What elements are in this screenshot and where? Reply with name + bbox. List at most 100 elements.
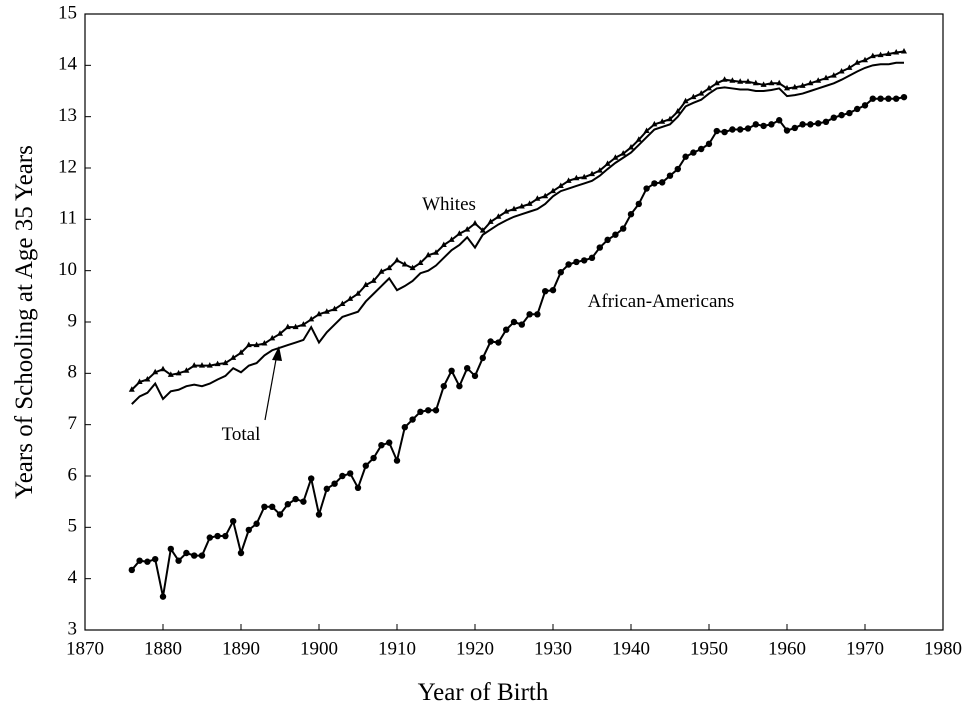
data-point	[830, 114, 837, 121]
data-point	[448, 367, 455, 374]
x-tick-label: 1970	[846, 638, 884, 659]
data-point	[612, 154, 619, 160]
data-point	[487, 338, 494, 345]
data-point	[534, 311, 541, 318]
data-point	[152, 368, 159, 375]
data-point	[370, 277, 377, 283]
arrow-head	[272, 346, 282, 361]
y-tick-label: 5	[68, 516, 78, 537]
data-point	[495, 213, 502, 219]
data-point	[393, 457, 401, 464]
data-point	[175, 369, 182, 376]
y-tick-label: 4	[68, 567, 78, 588]
x-tick-label: 1930	[534, 638, 572, 659]
data-point	[440, 382, 447, 390]
data-point	[433, 249, 439, 255]
data-point	[230, 354, 237, 360]
data-point	[893, 95, 900, 102]
x-tick-label: 1900	[300, 638, 338, 659]
data-point	[308, 315, 315, 322]
data-point	[417, 259, 424, 265]
x-tick-label: 1910	[378, 638, 416, 659]
data-point	[230, 517, 237, 525]
data-point	[510, 318, 518, 326]
data-point	[518, 203, 525, 209]
data-point	[425, 251, 432, 258]
data-point	[284, 323, 291, 330]
data-point	[854, 105, 861, 113]
data-point	[253, 520, 260, 527]
data-point	[277, 330, 283, 336]
data-point	[783, 127, 791, 134]
x-tick-label: 1940	[612, 638, 650, 659]
data-point	[292, 495, 299, 503]
data-point	[877, 51, 884, 58]
data-point	[269, 503, 276, 510]
annotation: Whites	[422, 194, 476, 215]
y-tick-label: 9	[68, 310, 78, 331]
data-point	[479, 227, 486, 233]
x-tick-label: 1890	[222, 638, 260, 659]
data-point	[362, 281, 369, 288]
annotation-arrow	[264, 353, 278, 421]
data-point	[417, 408, 424, 416]
data-point	[768, 79, 775, 86]
data-point	[627, 211, 635, 218]
data-point	[378, 268, 385, 274]
data-point	[245, 526, 252, 534]
data-point	[573, 174, 580, 181]
data-point	[511, 205, 517, 212]
data-point	[362, 462, 369, 469]
data-point	[682, 97, 689, 104]
y-tick-label: 10	[58, 259, 77, 280]
data-point	[901, 47, 907, 54]
data-point	[479, 354, 486, 362]
data-point	[315, 511, 323, 518]
data-point	[706, 84, 712, 91]
data-point	[152, 555, 159, 563]
data-point	[526, 311, 533, 318]
data-point	[378, 442, 385, 449]
y-tick-label: 8	[68, 362, 78, 383]
data-point	[760, 81, 767, 87]
data-point	[659, 118, 666, 124]
data-point	[425, 407, 432, 414]
data-point	[768, 121, 775, 128]
data-point	[846, 64, 853, 70]
data-point	[581, 173, 588, 180]
data-point	[167, 545, 174, 553]
data-point	[581, 257, 588, 264]
data-point	[394, 256, 400, 263]
data-point	[339, 300, 346, 307]
data-point	[729, 126, 736, 133]
data-point	[136, 557, 143, 564]
data-point	[214, 532, 221, 540]
data-point	[269, 334, 276, 341]
data-point	[674, 108, 681, 114]
data-point	[815, 120, 822, 127]
data-point	[854, 59, 861, 65]
data-point	[565, 261, 572, 268]
data-point	[222, 359, 229, 366]
data-point	[737, 126, 744, 133]
y-tick-label: 7	[68, 413, 78, 434]
data-point	[713, 79, 720, 86]
data-point	[776, 117, 783, 124]
data-point	[284, 501, 291, 508]
data-point	[885, 50, 892, 57]
data-point	[550, 187, 556, 194]
data-point	[885, 95, 892, 102]
x-tick-label: 1870	[66, 638, 104, 659]
data-point	[690, 149, 697, 156]
data-point	[807, 121, 814, 128]
data-point	[245, 341, 252, 348]
x-axis-label: Year of Birth	[418, 679, 549, 706]
data-point	[448, 236, 455, 242]
data-point	[635, 200, 642, 208]
data-point	[643, 185, 650, 192]
annotation: African-Americans	[588, 291, 735, 312]
data-point	[682, 153, 689, 160]
data-point	[900, 93, 908, 101]
data-point	[557, 269, 564, 276]
data-point	[776, 79, 783, 86]
